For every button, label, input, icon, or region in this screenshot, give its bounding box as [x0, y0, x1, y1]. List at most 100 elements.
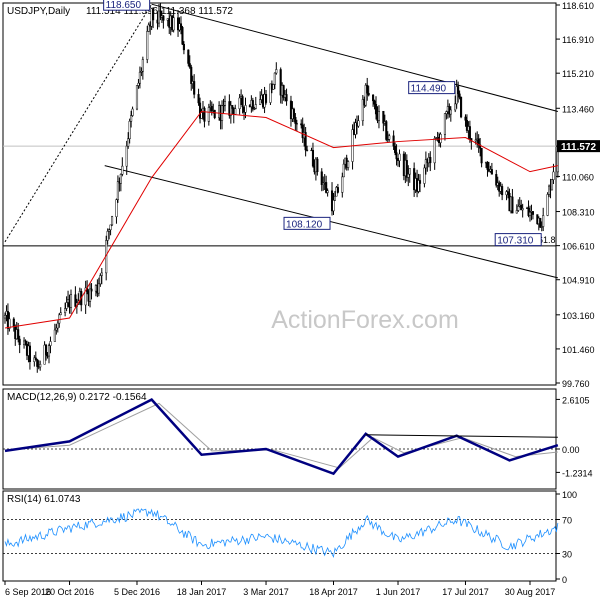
candle-body [392, 135, 395, 147]
rsi-y-tick-label: 0 [562, 575, 567, 585]
candle-body [100, 272, 103, 276]
candle-body [99, 275, 102, 285]
candle-body [45, 344, 48, 355]
candle-body [234, 108, 237, 115]
rsi-plot [3, 508, 559, 558]
candle-body [304, 132, 307, 151]
candle-body [188, 63, 191, 68]
rsi-y-tick-label: 30 [562, 550, 572, 560]
candle-body [407, 173, 410, 178]
main-y-tick-label: 104.910 [562, 276, 595, 286]
candle-body [59, 312, 62, 316]
candle-body [311, 149, 315, 167]
rsi-panel: RSI(14) 61.0743 100 70 30 0 [2, 490, 577, 585]
candle-body [222, 105, 225, 107]
main-y-tick-label: 116.910 [562, 35, 594, 45]
candle-body [275, 69, 278, 74]
candle-body [121, 165, 124, 175]
candle-body [125, 145, 128, 167]
main-y-tick-label: 99.760 [562, 379, 590, 389]
candle-body [445, 111, 448, 114]
annotation-label: 118.650 [106, 0, 142, 11]
candle-body [55, 327, 58, 331]
annotation-box [103, 0, 151, 11]
candle-body [135, 85, 139, 110]
annotation-label: 107.310 [497, 236, 534, 247]
x-tick-label: 20 Oct 2016 [45, 587, 94, 597]
candle-body [385, 121, 388, 140]
candle-body [501, 186, 504, 196]
candle-body [527, 207, 530, 216]
candle-body [316, 158, 319, 172]
macd-y-tick-label: -1.2314 [562, 468, 593, 478]
candle-body [65, 302, 68, 309]
candle-body [223, 101, 227, 106]
candle-body [458, 93, 461, 98]
x-tick-label: 6 Sep 2016 [5, 587, 51, 597]
x-tick-label: 5 Dec 2016 [114, 587, 160, 597]
candle-body [182, 43, 185, 51]
candle-body [74, 294, 77, 307]
candle-body [550, 179, 554, 191]
main-y-tick-label: 108.310 [562, 208, 595, 218]
candle-body [372, 94, 375, 102]
candle-body [495, 174, 498, 186]
candle-body [119, 173, 122, 184]
candle-body [116, 181, 119, 200]
candle-body [377, 110, 381, 121]
candle-body [405, 160, 408, 178]
x-tick-label: 1 Jun 2017 [376, 587, 421, 597]
candle-body [465, 120, 468, 131]
candle-body [138, 71, 141, 84]
candle-body [179, 23, 183, 28]
candle-body [272, 84, 275, 90]
candle-body [443, 113, 446, 135]
candle-body [326, 190, 329, 193]
candle-body [159, 10, 162, 18]
annotation-label: 114.490 [411, 84, 447, 95]
rsi-line [4, 508, 559, 558]
annotation-box [283, 216, 331, 230]
candle-body [301, 124, 304, 139]
candle-body [3, 314, 7, 319]
main-title: USDJPY,Daily [7, 6, 70, 17]
candle-body [24, 340, 27, 345]
candle-body [366, 84, 369, 94]
main-y-tick-label: 106.610 [562, 242, 595, 252]
candle-body [141, 59, 144, 72]
candle-body [131, 108, 134, 116]
candle-body [556, 151, 559, 173]
candle-body [17, 329, 20, 340]
candle-body [210, 106, 213, 112]
candle-body [39, 364, 42, 368]
candle-body [374, 104, 378, 115]
candle-body [515, 210, 518, 214]
channel-trend-line [151, 3, 558, 112]
macd-title: MACD(12,26,9) 0.2172 -0.1564 [7, 392, 147, 403]
macd-trend-line [365, 434, 558, 438]
candle-body [273, 72, 276, 85]
candle-body [282, 85, 285, 98]
candle-body [241, 96, 244, 108]
candle-body [90, 288, 93, 292]
candle-body [56, 322, 59, 329]
candle-body [424, 159, 427, 169]
candle-body [517, 206, 520, 211]
candle-body [417, 180, 420, 192]
candle-body [382, 110, 385, 124]
candle-body [53, 329, 56, 342]
main-plot: 61.8 118.650 114.490 108.120 107.310 [3, 0, 559, 373]
dashed-trend-line [4, 3, 153, 243]
candle-body [231, 105, 234, 109]
candle-body [18, 338, 21, 346]
annotation-box [494, 233, 542, 247]
candle-body [460, 96, 463, 118]
candle-body [433, 138, 436, 164]
main-y-tick-label: 103.160 [562, 311, 595, 321]
candle-body [429, 157, 432, 164]
candle-body [361, 99, 364, 122]
candle-body [213, 109, 216, 118]
